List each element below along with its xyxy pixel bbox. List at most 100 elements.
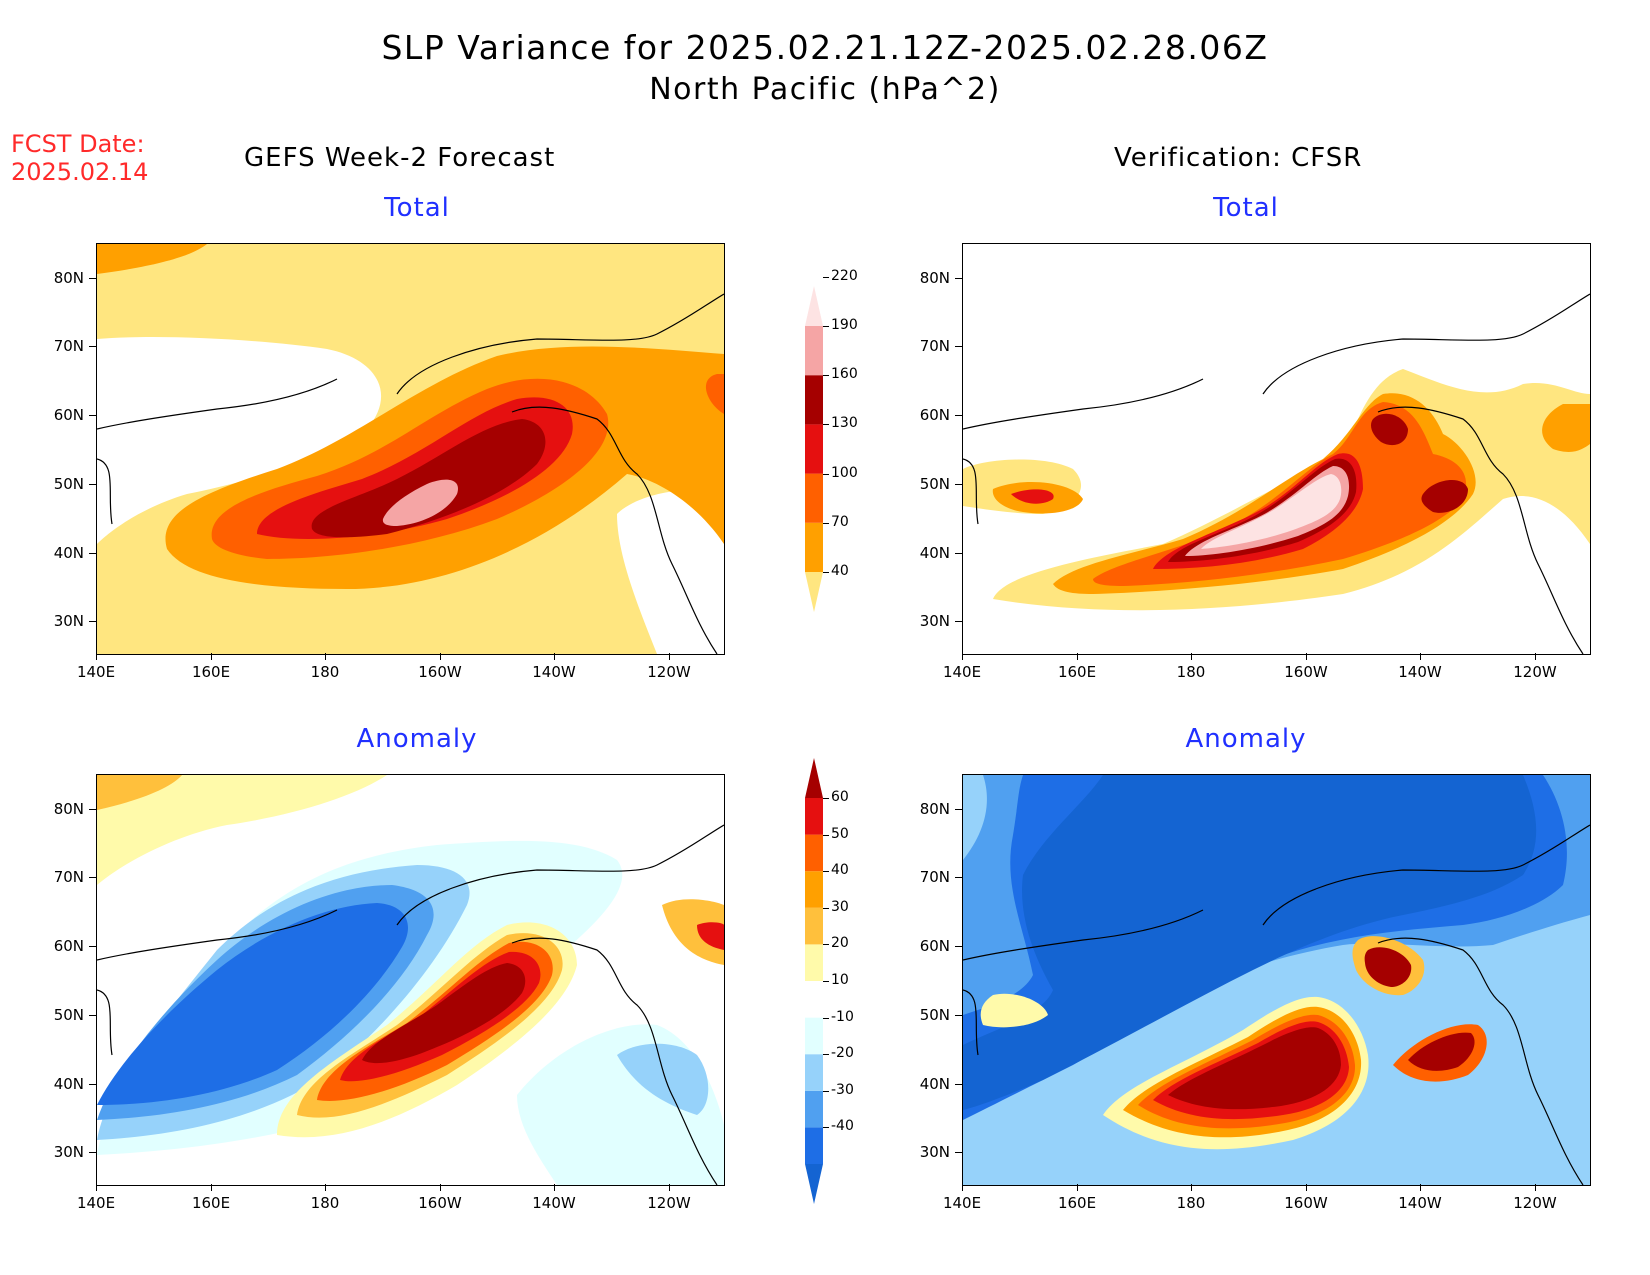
lon-tick-forecast-total-0 <box>96 653 97 660</box>
fcst-date-label: FCST Date: <box>11 130 145 158</box>
colorbar-level-label: -30 <box>831 1081 854 1098</box>
lon-label-forecast-anomaly-0: 140E <box>76 1194 116 1212</box>
lat-tick-verification-total-5 <box>955 621 962 622</box>
lon-tick-forecast-anomaly-1 <box>211 1184 212 1191</box>
chart-title: SLP Variance for 2025.02.21.12Z-2025.02.… <box>381 28 1269 67</box>
colorbar-tick <box>823 375 829 377</box>
shade-70-nw <box>97 244 207 274</box>
lat-label-verification-total-5: 30N <box>919 612 950 630</box>
shade-p60 <box>362 963 526 1064</box>
lon-label-verification-total-5: 120W <box>1513 663 1557 681</box>
lat-tick-verification-anomaly-3 <box>955 1015 962 1016</box>
lon-label-forecast-total-1: 160E <box>191 663 231 681</box>
colorbar-tick <box>823 473 829 475</box>
shade-160-gulf <box>1370 413 1408 446</box>
lon-label-verification-anomaly-1: 160E <box>1057 1194 1097 1212</box>
lon-label-forecast-anomaly-1: 160E <box>191 1194 231 1212</box>
lon-tick-forecast-total-2 <box>325 653 326 660</box>
lon-tick-verification-total-5 <box>1535 653 1536 660</box>
shade-100 <box>1093 402 1467 586</box>
lat-tick-verification-anomaly-2 <box>955 946 962 947</box>
lat-label-forecast-total-0: 80N <box>53 269 84 287</box>
fcst-date-value: 2025.02.14 <box>11 158 149 186</box>
lon-tick-verification-anomaly-0 <box>962 1184 963 1191</box>
colorbar-swatch <box>805 798 823 835</box>
lat-label-verification-anomaly-3: 50N <box>919 1006 950 1024</box>
colorbar-level-label: 60 <box>831 789 849 805</box>
lat-label-forecast-total-3: 50N <box>53 475 84 493</box>
colorbar-swatch <box>805 522 823 572</box>
colorbar-swatch <box>805 1054 823 1091</box>
colorbar-level-label: 30 <box>831 898 849 915</box>
lon-tick-forecast-total-5 <box>669 653 670 660</box>
colorbar-swatch <box>805 1164 823 1204</box>
colorbar-tick <box>823 981 829 982</box>
colorbar-tick <box>823 424 829 426</box>
colorbar-tick <box>823 834 829 836</box>
colorbar-level-label: 70 <box>831 513 849 530</box>
shade-220 <box>1201 474 1342 549</box>
lon-tick-forecast-anomaly-5 <box>669 1184 670 1191</box>
shade-p50-ne <box>697 922 724 950</box>
map-verification-anomaly-svg <box>963 775 1590 1185</box>
lat-label-verification-anomaly-2: 60N <box>919 937 950 955</box>
lat-tick-forecast-total-4 <box>89 553 96 554</box>
colorbar-level-label: 10 <box>831 972 849 988</box>
lon-label-forecast-anomaly-5: 120W <box>647 1194 691 1212</box>
lat-tick-forecast-anomaly-3 <box>89 1015 96 1016</box>
map-forecast-anomaly <box>96 774 725 1186</box>
lat-label-verification-total-1: 70N <box>919 337 950 355</box>
lat-label-forecast-anomaly-5: 30N <box>53 1143 84 1161</box>
lon-label-verification-anomaly-2: 180 <box>1176 1194 1206 1212</box>
lon-tick-forecast-anomaly-2 <box>325 1184 326 1191</box>
lat-label-forecast-total-2: 60N <box>53 406 84 424</box>
colorbar-level-label: -20 <box>831 1045 854 1062</box>
colorbar-level-label: 160 <box>831 366 858 383</box>
colorbar-swatch <box>805 1017 823 1055</box>
shade-p60-se <box>1408 1032 1475 1071</box>
lon-tick-verification-anomaly-3 <box>1306 1184 1307 1191</box>
shade-100-ne <box>705 374 724 414</box>
lat-label-verification-total-0: 80N <box>919 269 950 287</box>
map-verification-anomaly <box>962 774 1591 1186</box>
lon-tick-verification-anomaly-4 <box>1420 1184 1421 1191</box>
lat-tick-verification-anomaly-5 <box>955 1152 962 1153</box>
lat-label-forecast-anomaly-2: 60N <box>53 937 84 955</box>
lon-tick-forecast-total-3 <box>440 653 441 660</box>
lon-label-forecast-total-0: 140E <box>76 663 116 681</box>
lon-label-forecast-total-3: 160W <box>418 663 462 681</box>
colorbar-swatch <box>805 473 823 523</box>
lon-label-verification-anomaly-4: 140W <box>1398 1194 1442 1212</box>
lat-tick-forecast-total-2 <box>89 415 96 416</box>
lat-tick-forecast-total-0 <box>89 278 96 279</box>
lon-label-forecast-anomaly-2: 180 <box>310 1194 340 1212</box>
colorbar-level-label: 40 <box>831 862 849 879</box>
shade-n40 <box>963 775 1537 1110</box>
lon-tick-verification-total-1 <box>1077 653 1078 660</box>
lon-label-verification-anomaly-3: 160W <box>1284 1194 1328 1212</box>
lon-label-forecast-total-5: 120W <box>647 663 691 681</box>
colorbar-tick <box>823 1090 829 1092</box>
lon-label-forecast-anomaly-4: 140W <box>532 1194 576 1212</box>
colorbar-swatch <box>805 834 823 872</box>
colorbar-swatch <box>805 424 823 474</box>
lat-tick-verification-anomaly-1 <box>955 877 962 878</box>
shade-p60-gulf <box>1364 947 1412 987</box>
shade-p10-w <box>980 993 1048 1028</box>
lon-tick-forecast-total-4 <box>554 653 555 660</box>
colorbar-swatch <box>805 286 823 326</box>
colorbar-anomaly <box>805 758 823 1204</box>
lat-label-forecast-anomaly-4: 40N <box>53 1075 84 1093</box>
lon-tick-verification-total-4 <box>1420 653 1421 660</box>
colorbar-tick <box>823 522 829 524</box>
shade-70-ne <box>1542 404 1590 452</box>
lon-label-verification-anomaly-5: 120W <box>1513 1194 1557 1212</box>
lat-label-verification-total-4: 40N <box>919 544 950 562</box>
lon-label-verification-total-4: 140W <box>1398 663 1442 681</box>
colorbar-level-label: 50 <box>831 825 849 842</box>
lat-label-forecast-total-1: 70N <box>53 337 84 355</box>
column-title-forecast: GEFS Week-2 Forecast <box>244 143 556 173</box>
colorbar-tick <box>823 907 829 909</box>
lat-tick-forecast-anomaly-0 <box>89 809 96 810</box>
column-title-verification: Verification: CFSR <box>1114 143 1363 173</box>
